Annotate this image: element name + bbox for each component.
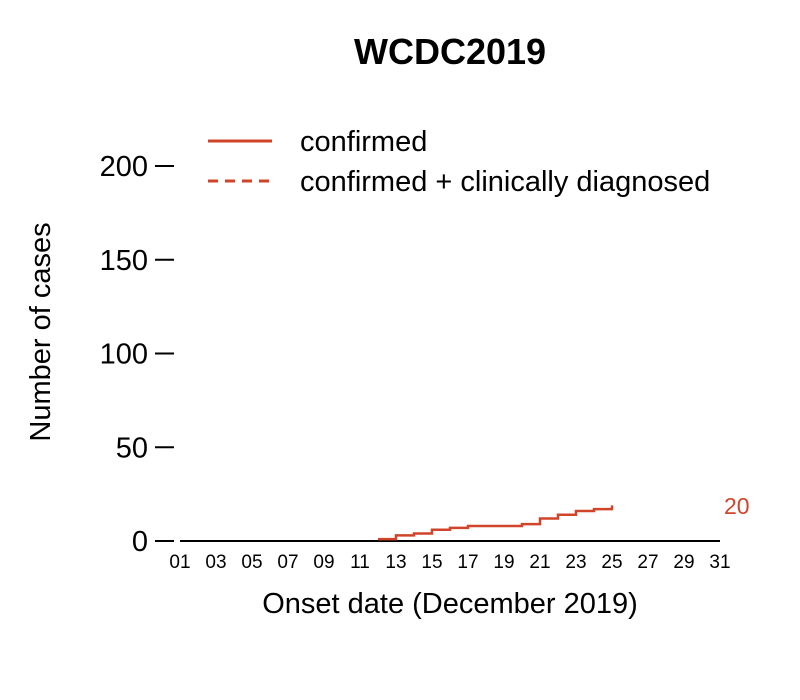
y-tick-label: 150 bbox=[100, 245, 148, 277]
x-axis-label: Onset date (December 2019) bbox=[262, 588, 638, 620]
series-line-confirmed bbox=[378, 505, 614, 541]
x-tick-label: 01 bbox=[169, 552, 190, 573]
x-tick-label: 09 bbox=[313, 552, 334, 573]
x-tick-label: 31 bbox=[709, 552, 730, 573]
x-axis: 01 03 05 07 09 11 13 15 17 19 21 23 25 27 29 31 bbox=[169, 540, 731, 573]
legend-label-confirmed-clinically-diagnosed: confirmed + clinically diagnosed bbox=[300, 166, 710, 198]
y-axis-label: Number of cases bbox=[25, 222, 57, 441]
x-tick-label: 05 bbox=[241, 552, 262, 573]
x-tick-label: 23 bbox=[565, 552, 586, 573]
x-tick-label: 15 bbox=[421, 552, 442, 573]
y-axis: 0 50 100 150 200 bbox=[100, 151, 174, 558]
legend-label-confirmed: confirmed bbox=[300, 126, 427, 158]
end-value-label: 20 bbox=[724, 493, 750, 519]
x-tick-label: 25 bbox=[601, 552, 622, 573]
legend: confirmed confirmed + clinically diagnos… bbox=[208, 126, 710, 198]
x-tick-label: 17 bbox=[457, 552, 478, 573]
x-tick-label: 13 bbox=[385, 552, 406, 573]
x-tick-label: 21 bbox=[529, 552, 550, 573]
y-tick-label: 100 bbox=[100, 339, 148, 371]
x-tick-label: 11 bbox=[350, 552, 370, 573]
y-tick-label: 0 bbox=[132, 526, 148, 558]
x-tick-label: 27 bbox=[637, 552, 658, 573]
x-tick-label: 07 bbox=[277, 552, 298, 573]
y-tick-label: 200 bbox=[100, 151, 148, 183]
y-tick-label: 50 bbox=[116, 432, 148, 464]
chart-title: WCDC2019 bbox=[354, 31, 546, 72]
x-tick-label: 03 bbox=[205, 552, 226, 573]
x-tick-label: 19 bbox=[493, 552, 514, 573]
plot-area bbox=[377, 505, 614, 541]
x-tick-label: 29 bbox=[673, 552, 694, 573]
